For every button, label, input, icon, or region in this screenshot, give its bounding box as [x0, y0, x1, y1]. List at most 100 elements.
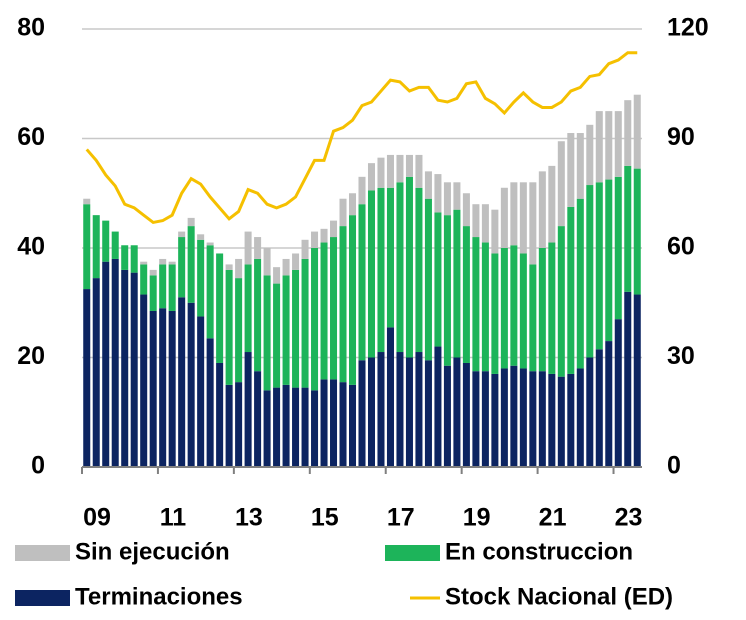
- bar-segment: [595, 182, 603, 350]
- bar-segment: [149, 269, 157, 276]
- bar-segment: [168, 310, 176, 467]
- bar-segment: [92, 278, 100, 467]
- y-tick-label: 40: [17, 233, 45, 261]
- bar-segment: [386, 327, 394, 467]
- bar-segment: [301, 239, 309, 259]
- bar-segment: [92, 215, 100, 279]
- bar-segment: [339, 226, 347, 383]
- bar-segment: [149, 275, 157, 311]
- bar-segment: [216, 253, 224, 363]
- bar-segment: [472, 204, 480, 238]
- bar-segment: [140, 294, 148, 467]
- bar-segment: [453, 182, 461, 210]
- bar-segment: [320, 242, 328, 380]
- x-tick-label: 11: [160, 504, 187, 532]
- bar-segment: [225, 384, 233, 467]
- bar-segment: [529, 264, 537, 372]
- bar-segment: [330, 379, 338, 467]
- bar-segment: [405, 357, 413, 467]
- legend-swatch: [385, 545, 440, 561]
- bar-segment: [320, 379, 328, 467]
- bar-segment: [235, 382, 243, 467]
- bar-segment: [443, 365, 451, 467]
- x-tick-label: 13: [235, 504, 263, 532]
- bar-segment: [178, 297, 186, 467]
- bar-segment: [424, 198, 432, 361]
- legend-label: Terminaciones: [75, 583, 243, 610]
- bar-segment: [358, 360, 366, 467]
- bar-segment: [567, 373, 575, 467]
- bar-segment: [538, 248, 546, 372]
- bar-segment: [197, 239, 205, 317]
- bar-segment: [367, 190, 376, 358]
- bar-segment: [614, 111, 622, 177]
- bar-segment: [282, 384, 290, 467]
- y-tick-label: 20: [17, 342, 45, 370]
- bar-segment: [424, 171, 432, 199]
- bar-segment: [624, 165, 632, 292]
- bar-segment: [614, 176, 622, 320]
- y-tick-label: 60: [17, 123, 45, 151]
- bar-segment: [225, 264, 233, 270]
- bar-segment: [168, 261, 176, 265]
- bar-segment: [614, 319, 622, 467]
- bar-segment: [330, 237, 338, 380]
- bar-segment: [159, 264, 167, 309]
- y2-tick-label: 30: [667, 342, 695, 370]
- y-tick-label: 0: [31, 452, 45, 480]
- bar-segment: [481, 371, 489, 467]
- bar-segment: [443, 215, 451, 366]
- bar-segment: [282, 275, 290, 385]
- bar-segment: [301, 387, 309, 467]
- bar-segment: [263, 275, 271, 391]
- bar-segment: [567, 206, 575, 374]
- bar-segment: [235, 258, 243, 279]
- bar-segment: [519, 368, 527, 467]
- bar-segment: [301, 258, 309, 388]
- bar-segment: [424, 360, 432, 467]
- bar-segment: [187, 217, 195, 227]
- bar-segment: [254, 371, 262, 467]
- bar-segment: [605, 179, 613, 342]
- bar-segment: [557, 226, 565, 377]
- bar-segment: [405, 176, 413, 358]
- bar-segment: [206, 245, 214, 339]
- y2-tick-label: 120: [667, 14, 709, 42]
- bar-segment: [339, 382, 347, 467]
- bar-segment: [102, 220, 110, 262]
- bar-segment: [462, 362, 470, 467]
- bar-segment: [263, 390, 271, 467]
- bar-segment: [168, 264, 176, 311]
- bar-segment: [377, 187, 385, 353]
- bar-segment: [415, 187, 423, 353]
- bar-segment: [187, 302, 195, 467]
- bar-segment: [83, 198, 91, 205]
- bar-segment: [586, 185, 594, 358]
- bar-segment: [491, 253, 499, 374]
- bar-segment: [567, 133, 575, 207]
- bar-segment: [292, 253, 300, 270]
- bar-segment: [111, 231, 119, 259]
- bar-segment: [377, 352, 385, 467]
- bar-segment: [586, 357, 594, 467]
- bar-segment: [244, 231, 252, 265]
- x-tick-label: 21: [539, 504, 567, 532]
- bar-segment: [358, 204, 366, 361]
- bar-segment: [263, 248, 271, 276]
- bar-segment: [254, 237, 262, 259]
- bar-segment: [586, 124, 594, 186]
- y2-tick-label: 60: [667, 233, 695, 261]
- bar-segment: [320, 228, 328, 243]
- bar-segment: [453, 357, 461, 467]
- bar-segment: [396, 154, 404, 183]
- bar-segment: [339, 198, 347, 227]
- bar-segment: [415, 352, 423, 467]
- bar-segment: [529, 371, 537, 467]
- bar-segment: [491, 373, 499, 467]
- y2-tick-label: 90: [667, 123, 695, 151]
- bar-segment: [500, 248, 508, 369]
- bar-segment: [225, 269, 233, 385]
- legend-label: Sin ejecución: [75, 538, 230, 565]
- bar-segment: [510, 245, 518, 366]
- bar-segment: [282, 258, 290, 276]
